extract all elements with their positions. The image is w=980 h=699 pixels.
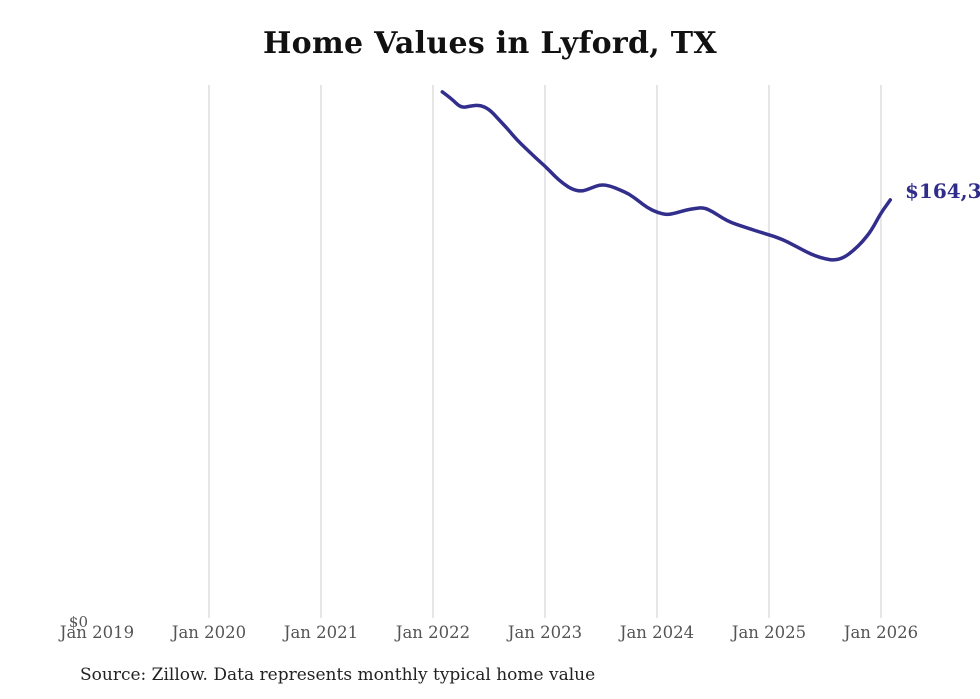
x-tick-label: Jan 2024 — [619, 623, 695, 642]
y-axis-zero-label: $0 — [68, 613, 88, 631]
chart-title: Home Values in Lyford, TX — [262, 26, 717, 61]
x-tick-label: Jan 2019 — [59, 623, 135, 642]
home-value-line — [440, 90, 893, 262]
source-note: Source: Zillow. Data represents monthly … — [80, 665, 596, 685]
x-tick-label: Jan 2025 — [731, 623, 807, 642]
x-tick-label: Jan 2022 — [395, 623, 471, 642]
x-tick-label: Jan 2026 — [843, 623, 919, 642]
x-tick-label: Jan 2021 — [283, 623, 359, 642]
latest-value-label: $164,359 — [905, 179, 980, 203]
x-tick-label: Jan 2023 — [507, 623, 583, 642]
x-tick-label: Jan 2020 — [171, 623, 247, 642]
